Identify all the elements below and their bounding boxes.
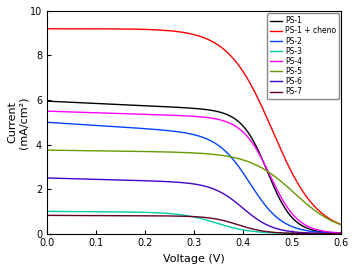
PS-5: [282, 182, 286, 186]
PS-4: [45, 109, 49, 113]
PS-1 + cheno: [282, 156, 286, 159]
PS-1: [349, 232, 354, 235]
PS-1: [179, 106, 183, 109]
PS-6: [349, 232, 354, 235]
PS-6: [179, 181, 183, 184]
PS-2: [282, 221, 286, 224]
PS-1 + cheno: [254, 93, 258, 96]
PS-4: [76, 111, 80, 114]
PS-6: [45, 176, 49, 180]
PS-7: [76, 214, 80, 217]
PS-7: [179, 215, 183, 218]
PS-1: [76, 101, 80, 104]
Line: PS-7: PS-7: [47, 215, 351, 234]
PS-7: [349, 232, 354, 235]
PS-1: [45, 99, 49, 103]
PS-4: [168, 114, 172, 117]
PS-6: [282, 229, 286, 232]
PS-5: [168, 150, 172, 154]
PS-1 + cheno: [179, 30, 183, 34]
PS-3: [288, 232, 292, 235]
PS-7: [288, 232, 292, 235]
PS-4: [349, 232, 354, 235]
PS-3: [76, 210, 80, 213]
PS-5: [288, 187, 292, 191]
PS-6: [288, 230, 292, 233]
PS-1 + cheno: [349, 226, 354, 229]
PS-3: [349, 232, 354, 235]
PS-2: [288, 224, 292, 227]
PS-3: [282, 232, 286, 235]
PS-3: [254, 230, 258, 233]
Line: PS-2: PS-2: [47, 122, 351, 233]
PS-5: [349, 226, 354, 229]
PS-7: [168, 214, 172, 218]
PS-2: [45, 121, 49, 124]
PS-1: [282, 205, 286, 209]
PS-4: [282, 201, 286, 204]
PS-6: [168, 180, 172, 183]
Line: PS-5: PS-5: [47, 150, 351, 228]
PS-7: [45, 214, 49, 217]
PS-4: [179, 114, 183, 117]
Line: PS-6: PS-6: [47, 178, 351, 234]
PS-2: [76, 123, 80, 126]
X-axis label: Voltage (V): Voltage (V): [163, 254, 225, 264]
PS-3: [168, 212, 172, 215]
PS-1 + cheno: [45, 27, 49, 30]
PS-6: [76, 177, 80, 180]
PS-3: [179, 213, 183, 216]
Y-axis label: Current
(mA/cm²): Current (mA/cm²): [7, 96, 28, 149]
PS-3: [45, 210, 49, 213]
PS-1 + cheno: [76, 27, 80, 30]
Line: PS-1 + cheno: PS-1 + cheno: [47, 29, 351, 228]
PS-2: [168, 129, 172, 133]
PS-4: [288, 209, 292, 212]
PS-1: [288, 213, 292, 217]
PS-1: [254, 144, 258, 147]
PS-7: [282, 231, 286, 235]
PS-5: [76, 149, 80, 152]
PS-6: [254, 217, 258, 220]
Line: PS-1: PS-1: [47, 101, 351, 233]
PS-5: [179, 151, 183, 154]
PS-2: [349, 232, 354, 235]
PS-1 + cheno: [288, 167, 292, 170]
Line: PS-3: PS-3: [47, 211, 351, 234]
PS-5: [254, 163, 258, 166]
PS-2: [254, 191, 258, 194]
PS-7: [254, 228, 258, 231]
PS-5: [45, 149, 49, 152]
PS-1 + cheno: [168, 29, 172, 33]
Line: PS-4: PS-4: [47, 111, 351, 233]
PS-4: [254, 147, 258, 150]
Legend: PS-1, PS-1 + cheno, PS-2, PS-3, PS-4, PS-5, PS-6, PS-7: PS-1, PS-1 + cheno, PS-2, PS-3, PS-4, PS…: [267, 13, 339, 99]
PS-2: [179, 131, 183, 134]
PS-1: [168, 105, 172, 109]
